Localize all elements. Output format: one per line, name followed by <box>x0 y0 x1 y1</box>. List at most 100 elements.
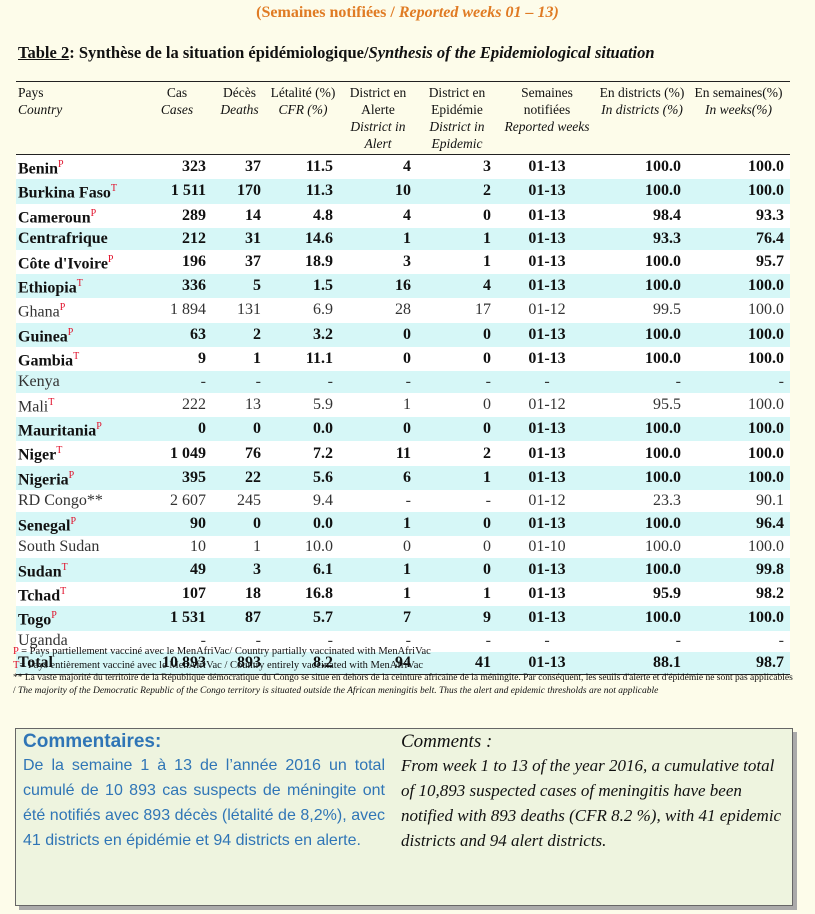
cell: 7.2 <box>313 444 333 462</box>
country: RD Congo** <box>18 491 103 509</box>
cell: 0 <box>198 420 206 438</box>
vaccination-mark: P <box>59 302 66 314</box>
cell: 1 <box>483 468 491 486</box>
cell: 6.9 <box>313 301 333 319</box>
table-row: South Sudan 10 1 10.0 0 0 01-10 100.0 100.0 <box>16 536 790 558</box>
column-header: En districts (%) In districts (%) <box>597 81 687 155</box>
cell: 893 <box>212 652 267 675</box>
cell: - <box>255 373 261 391</box>
country: Niger <box>18 446 57 464</box>
cell: 100.0 <box>645 560 681 578</box>
note-mark: ** <box>13 673 23 683</box>
vaccination-mark: P <box>68 469 75 481</box>
cell: 107 <box>182 585 206 603</box>
title-en: Synthesis of the Epidemiological situati… <box>368 43 655 62</box>
vaccination-mark: T <box>76 277 83 289</box>
cell: 10 <box>190 537 206 555</box>
cell: - <box>675 373 681 391</box>
cell: 100.0 <box>748 301 784 319</box>
cell: 0 <box>483 350 491 368</box>
cell: 93.3 <box>756 206 784 224</box>
cell: 90.1 <box>756 491 784 509</box>
country-cell: GhanaP <box>16 298 142 322</box>
country-cell: Burkina FasoT <box>16 179 142 203</box>
cell: 1 <box>483 229 491 247</box>
cell: 16.8 <box>305 585 333 603</box>
cell: 0 <box>483 206 491 224</box>
cell: 5 <box>253 277 261 295</box>
table-row: Uganda - - - - - - - - <box>16 630 790 653</box>
cell: 5.7 <box>313 609 333 627</box>
cell: 100.0 <box>748 609 784 627</box>
cell: 87 <box>245 609 261 627</box>
cell: 95.9 <box>653 585 681 603</box>
cell: 0 <box>253 514 261 532</box>
table-row: NigeriaP 395 22 5.6 6 1 01-13 100.0 100.0 <box>16 465 790 491</box>
note-mark: P <box>13 646 19 657</box>
cell: 9 <box>198 350 206 368</box>
comments-body: From week 1 to 13 of the year 2016, a cu… <box>401 756 782 850</box>
cell: 01-10 <box>528 537 566 555</box>
vaccination-mark: T <box>110 183 118 195</box>
cell: 99.8 <box>756 560 784 578</box>
cell: 93.3 <box>653 229 681 247</box>
vaccination-mark: P <box>67 326 74 338</box>
cell: - <box>200 632 206 650</box>
cell: 2 <box>483 444 491 462</box>
cell: 76 <box>245 444 261 462</box>
cell: 10.0 <box>305 537 333 555</box>
cell: 11.3 <box>305 182 333 200</box>
cell: 0 <box>403 350 411 368</box>
table-row: TchadT 107 18 16.8 1 1 01-13 95.9 98.2 <box>16 581 790 607</box>
table-row: MauritaniaP 0 0 0.0 0 0 01-13 100.0 100.0 <box>16 417 790 442</box>
column-header-en: Cases <box>160 102 194 117</box>
country-cell: EthiopiaT <box>16 274 142 298</box>
country-cell: CamerounP <box>16 204 142 228</box>
cell: 95.5 <box>653 395 681 413</box>
cell: 170 <box>237 182 261 200</box>
cell: 0 <box>403 325 411 343</box>
cell: - <box>200 373 206 391</box>
country-cell: BeninP <box>16 155 142 180</box>
cell: 10 893 <box>142 652 212 675</box>
cell: 98.4 <box>653 206 681 224</box>
table-row: MaliT 222 13 5.9 1 0 01-12 95.5 100.0 <box>16 392 790 418</box>
vaccination-mark: T <box>61 561 68 573</box>
cell: 99.5 <box>653 301 681 319</box>
country-cell: Côte d'IvoireP <box>16 250 142 274</box>
cell: 2 607 <box>170 491 206 509</box>
cell: 96.4 <box>756 514 784 532</box>
cell: 5.6 <box>313 468 333 486</box>
country: Ghana <box>18 303 60 321</box>
cell: 01-13 <box>528 158 566 176</box>
cell: 14.6 <box>305 229 333 247</box>
country: Mauritania <box>18 422 97 440</box>
cell: 01-13 <box>528 560 566 578</box>
table-row: Centrafrique 212 31 14.6 1 1 01-13 93.3 76.4 <box>16 227 790 250</box>
column-header-fr: Décès <box>223 85 256 100</box>
cell: 1 <box>403 560 411 578</box>
column-header: District en Alerte District in Alert <box>339 81 417 155</box>
cell: 4.8 <box>313 206 333 224</box>
table-body: BeninP 323 37 11.5 4 3 01-13 100.0 100.0 Burkina … <box>16 154 790 675</box>
comments-body: De la semaine 1 à 13 de l’année 2016 un … <box>23 757 385 849</box>
column-header-fr: Cas <box>166 85 188 100</box>
cell: 01-13 <box>528 182 566 200</box>
country-cell: TogoP <box>16 606 142 630</box>
vaccination-mark: P <box>107 253 114 265</box>
column-header-en: District in Epidemic <box>429 119 485 151</box>
cell: 11.1 <box>305 350 333 368</box>
table-title: Table 2: Synthèse de la situation épidém… <box>18 43 655 63</box>
table-row: NigerT 1 049 76 7.2 11 2 01-13 100.0 100.0 <box>16 441 790 466</box>
cell: 0 <box>403 420 411 438</box>
table-label: Table 2 <box>18 43 70 62</box>
column-header-fr: District en Alerte <box>349 85 407 117</box>
column-header-en: In weeks(%) <box>704 102 773 117</box>
cell: 395 <box>182 468 206 486</box>
cell: 100.0 <box>748 182 784 200</box>
cell: 1 511 <box>170 182 206 200</box>
cell: 2 <box>253 325 261 343</box>
cell: 98.7 <box>687 652 790 675</box>
cell: 100.0 <box>645 537 681 555</box>
